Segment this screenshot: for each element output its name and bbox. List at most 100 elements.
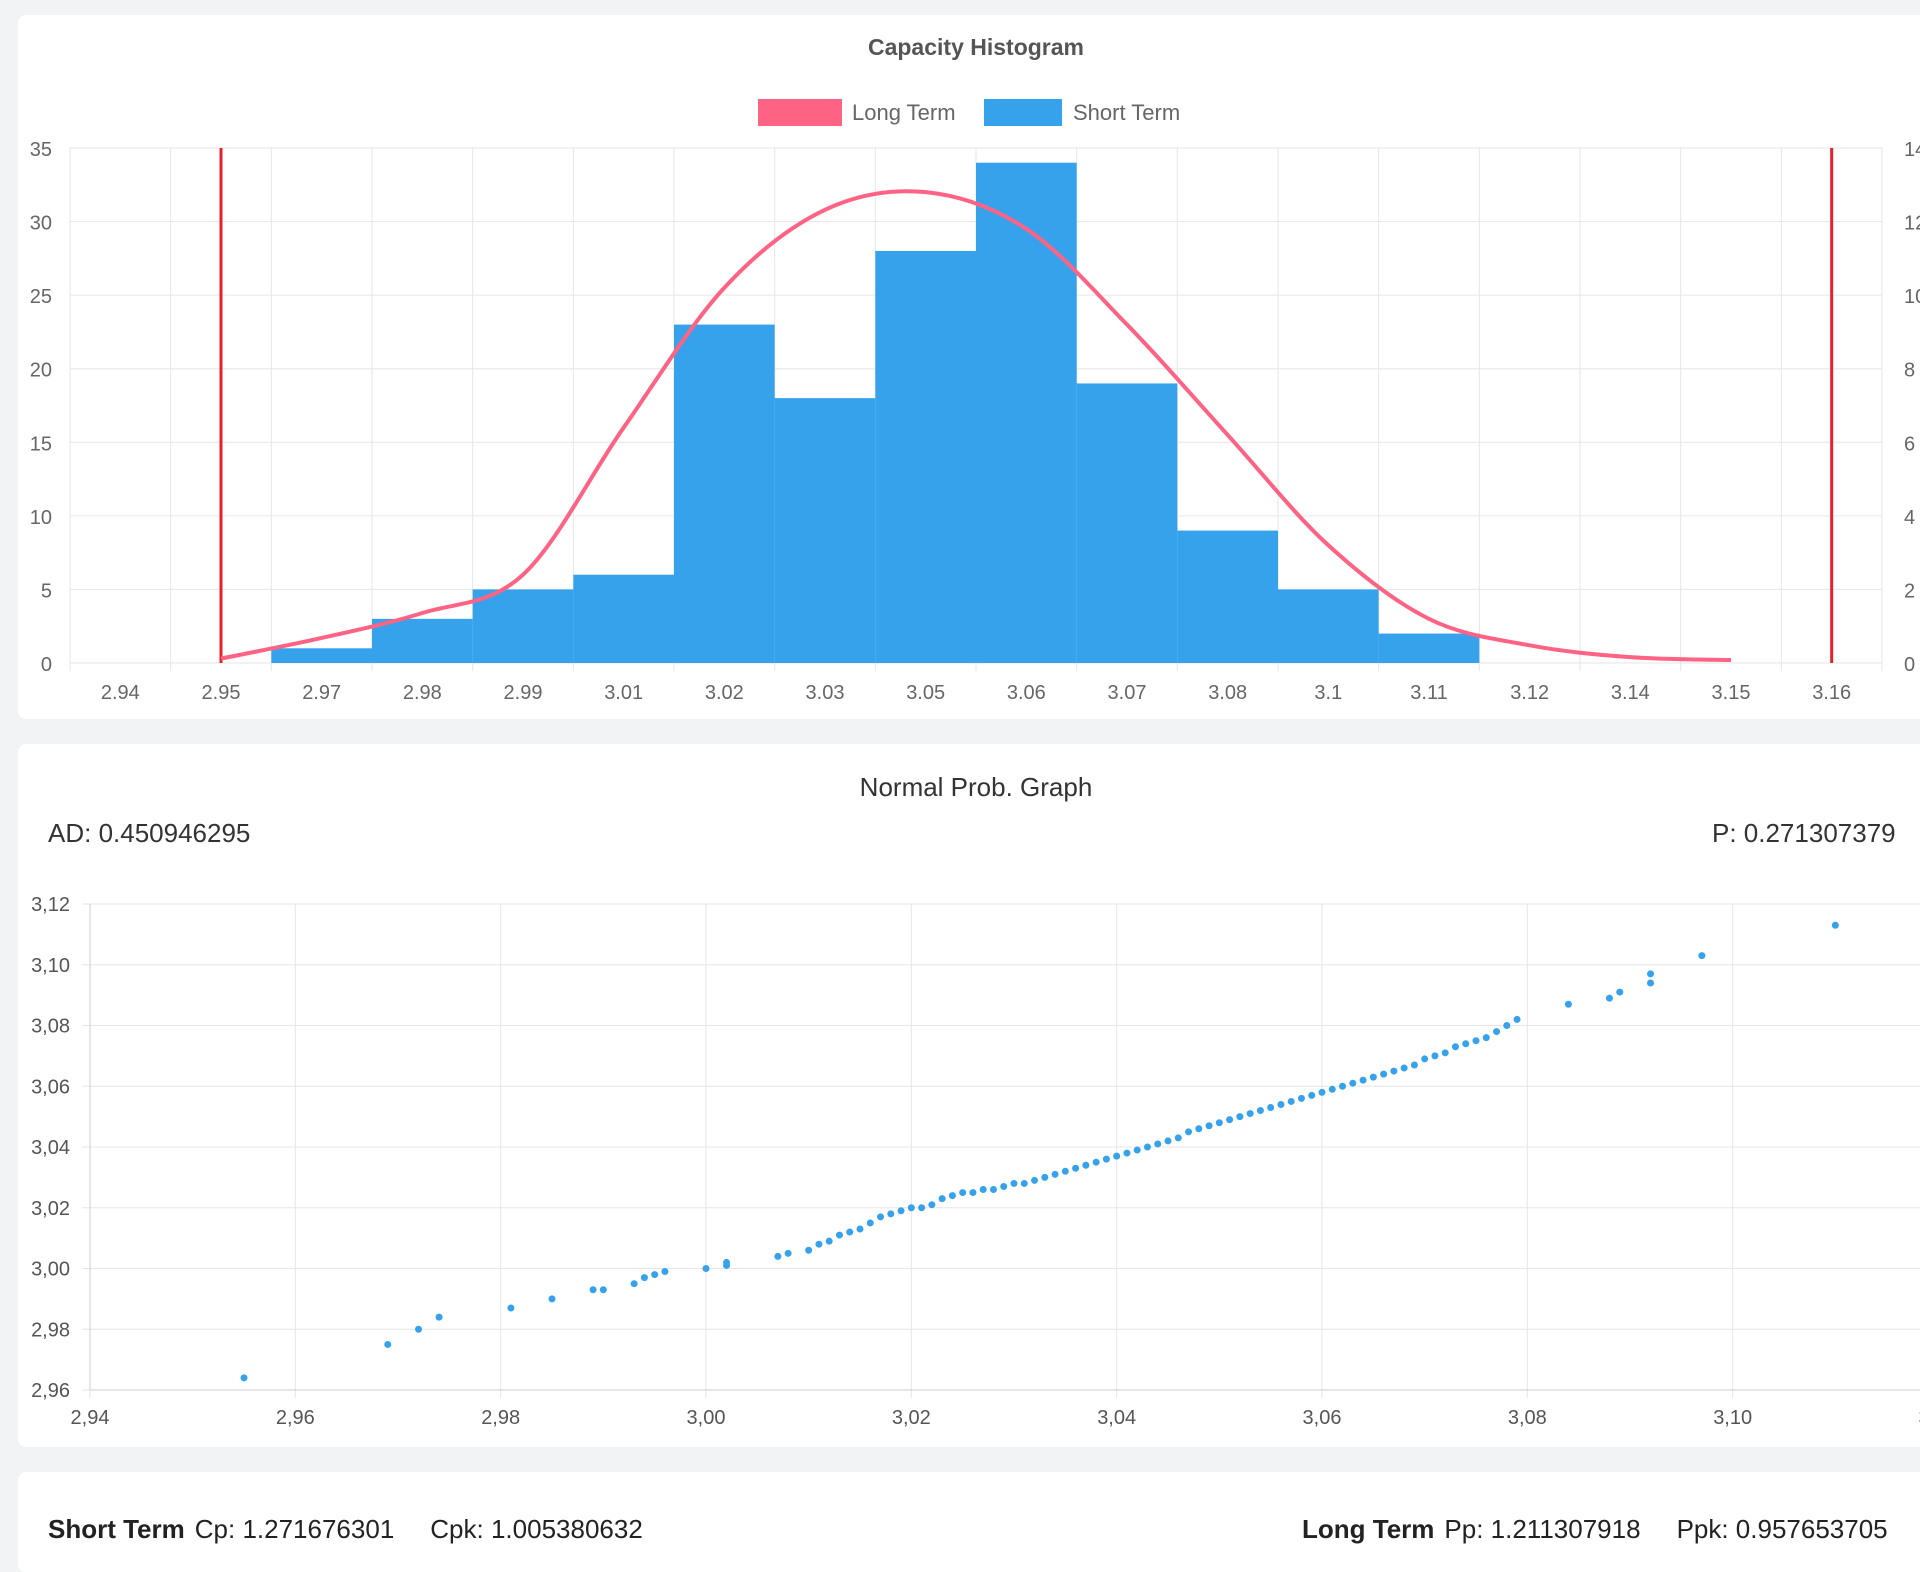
x-tick-label: 3.11 (1410, 682, 1447, 704)
y-right-tick-label: 6 (1904, 433, 1915, 455)
y-left-tick-label: 30 (30, 213, 52, 235)
y-right-tick-label: 14 (1904, 139, 1920, 161)
scatter-point (1256, 1107, 1264, 1115)
pp-value: Pp: 1.211307918 (1444, 1514, 1641, 1544)
scatter-point (774, 1252, 782, 1260)
scatter-point (877, 1213, 885, 1221)
y-tick-label: 2,96 (31, 1380, 70, 1402)
histogram-bar (1177, 530, 1278, 663)
y-right-tick-label: 8 (1904, 360, 1915, 382)
histogram-bar (674, 324, 775, 663)
prob-title: Normal Prob. Graph (860, 772, 1093, 802)
x-tick-label: 2,96 (276, 1407, 315, 1429)
x-tick-label: 2.95 (202, 682, 241, 704)
scatter-point (1113, 1152, 1121, 1160)
x-tick-label: 3.12 (1510, 682, 1549, 704)
histogram-chart: Capacity Histogram Long Term Short Term … (30, 34, 1920, 704)
scatter-point (1503, 1022, 1511, 1029)
histogram-bar (774, 398, 876, 663)
scatter-point (1482, 1034, 1490, 1042)
scatter-point (1647, 979, 1655, 987)
x-tick-label: 3,00 (687, 1407, 726, 1429)
scatter-point (1493, 1028, 1501, 1036)
scatter-point (723, 1258, 731, 1266)
scatter-point (938, 1195, 946, 1203)
scatter-point (815, 1240, 823, 1248)
y-tick-label: 3,00 (31, 1259, 70, 1281)
normal-prob-chart: Normal Prob. Graph 3,123,103,083,063,043… (31, 772, 1920, 1429)
x-tick-label: 3.01 (604, 682, 643, 704)
scatter-point (1400, 1064, 1408, 1072)
histogram-bar (875, 251, 976, 663)
x-tick-label: 2.98 (403, 682, 442, 704)
prob-x-axis: 2,94 2,96 2,98 3,00 3,02 3,04 3,06 3,08 3,10 3,12 (71, 1407, 1920, 1429)
scatter-point (1308, 1091, 1316, 1099)
scatter-point (1226, 1116, 1234, 1124)
short-term-label: Short Term (48, 1514, 185, 1544)
scatter-point (1472, 1037, 1480, 1045)
scatter-point (918, 1204, 926, 1212)
y-tick-label: 3,12 (31, 894, 70, 916)
x-tick-label: 3,12 (1919, 1407, 1920, 1429)
cp-value: Cp: 1.271676301 (194, 1514, 395, 1544)
scatter-point (1092, 1158, 1100, 1166)
scatter-point (1010, 1179, 1018, 1187)
histogram-card: Capacity Histogram Long Term Short Term … (18, 15, 1920, 719)
scatter-point (887, 1210, 895, 1218)
scatter-point (1195, 1125, 1203, 1133)
histogram-bar (271, 648, 372, 663)
scatter-point (1041, 1173, 1049, 1181)
histogram-legend[interactable]: Long Term Short Term (758, 99, 1180, 126)
scatter-point (702, 1265, 710, 1272)
x-tick-label: 3,06 (1303, 1407, 1342, 1429)
scatter-point (1000, 1182, 1008, 1190)
y-tick-label: 3,02 (31, 1198, 70, 1220)
scatter-point (1564, 1000, 1572, 1008)
scatter-point (1205, 1122, 1213, 1130)
x-tick-label: 3.03 (806, 682, 845, 704)
scatter-point (630, 1280, 638, 1288)
y-left-tick-label: 35 (30, 139, 52, 161)
y-left-tick-label: 15 (30, 433, 52, 455)
legend-label-long-term: Long Term (852, 100, 956, 125)
x-tick-label: 2.97 (302, 682, 341, 704)
y-tick-label: 2,98 (31, 1319, 70, 1341)
legend-label-short-term: Short Term (1073, 100, 1180, 125)
scatter-point (415, 1325, 423, 1333)
y-right-tick-label: 0 (1904, 654, 1915, 676)
x-tick-label: 3.1 (1314, 682, 1342, 704)
scatter-point (1215, 1119, 1223, 1127)
scatter-point (1380, 1070, 1388, 1078)
scatter-point (548, 1295, 556, 1303)
x-tick-label: 3.06 (1007, 682, 1046, 704)
histogram-y-axis-right: 14 12 10 8 6 4 2 0 (1904, 139, 1920, 676)
histogram-bar (1076, 383, 1178, 663)
histogram-bars (271, 162, 1480, 663)
legend-swatch-long-term (758, 99, 842, 126)
scatter-point (640, 1274, 648, 1282)
scatter-point (651, 1271, 659, 1279)
scatter-point (856, 1225, 864, 1233)
scatter-point (1072, 1164, 1080, 1172)
scatter-point (1451, 1043, 1459, 1051)
y-tick-label: 3,04 (31, 1137, 70, 1159)
short-term-stats: Short Term Cp: 1.271676301 Cpk: 1.00538063… (48, 1514, 643, 1545)
scatter-point (1390, 1067, 1398, 1075)
scatter-point (1328, 1085, 1336, 1093)
legend-swatch-short-term (984, 99, 1062, 126)
scatter-point (599, 1286, 607, 1294)
y-left-tick-label: 5 (41, 580, 52, 602)
y-left-tick-label: 0 (41, 654, 52, 676)
histogram-bar (1278, 589, 1379, 663)
histogram-bar (472, 589, 574, 663)
scatter-point (661, 1268, 669, 1276)
long-term-label: Long Term (1302, 1514, 1435, 1544)
x-tick-label: 2.94 (101, 682, 140, 704)
scatter-point (435, 1313, 443, 1321)
x-tick-label: 3,02 (892, 1407, 931, 1429)
scatter-point (1318, 1088, 1326, 1096)
x-tick-label: 3,04 (1097, 1407, 1136, 1429)
long-term-curve-path (220, 189, 1732, 663)
scatter-point (1031, 1176, 1039, 1184)
scatter-point (1164, 1137, 1172, 1145)
